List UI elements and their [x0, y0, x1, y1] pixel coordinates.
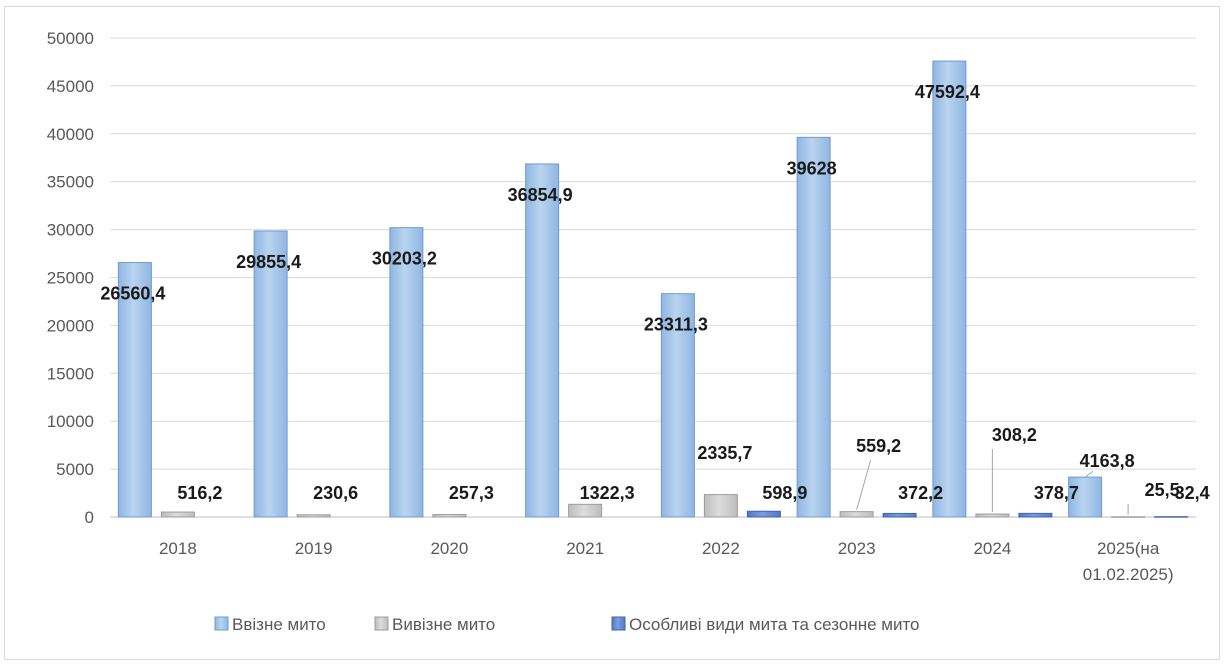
x-tick-label: 01.02.2025) [1083, 565, 1174, 584]
data-label-series-1: 30203,2 [372, 249, 437, 269]
bar-series-2 [839, 511, 874, 518]
x-tick-label: 2022 [702, 539, 740, 558]
bar-series-1 [660, 293, 695, 518]
leader-line [856, 459, 872, 510]
gridlines [110, 37, 1196, 518]
x-tick-label: 2018 [159, 539, 197, 558]
bar-series-1 [932, 60, 967, 518]
y-tick-label: 0 [85, 508, 94, 527]
bar-series-1 [1068, 476, 1103, 518]
legend-label-series-2[interactable]: Вивізне мито [392, 615, 495, 634]
bar-series-3 [1154, 516, 1189, 518]
leader-line [1084, 470, 1094, 478]
bar-series-2 [975, 513, 1010, 518]
legend-label-series-1[interactable]: Ввізне мито [232, 615, 326, 634]
bar-series-2 [296, 514, 331, 518]
data-label-series-1: 26560,4 [100, 284, 165, 304]
bar-series-2 [160, 511, 195, 518]
chart-frame [4, 6, 1220, 660]
y-tick-label: 45000 [47, 77, 94, 96]
x-tick-label: 2020 [430, 539, 468, 558]
bar-series-1 [253, 230, 288, 518]
bar-series-3 [746, 510, 781, 518]
data-label-series-3: 32,4 [1175, 483, 1210, 503]
data-label-series-2: 25,5 [1145, 480, 1180, 500]
data-labels: 26560,4 29855,4 30203,2 36854,9 23311,3 39628… [100, 82, 1209, 503]
legend-label-series-3[interactable]: Особливі види мита та сезонне мито [629, 615, 920, 634]
y-tick-label: 10000 [47, 412, 94, 431]
data-label-series-2: 230,6 [313, 483, 358, 503]
x-tick-label: 2025(на [1097, 539, 1160, 558]
data-label-series-2: 257,3 [449, 483, 494, 503]
x-tick-label: 2019 [295, 539, 333, 558]
data-label-series-1: 4163,8 [1080, 451, 1135, 471]
legend-swatch-series-1[interactable] [214, 616, 229, 631]
data-label-series-3: 378,7 [1034, 483, 1079, 503]
bar-series-3 [1018, 512, 1053, 518]
bar-series-1 [117, 262, 152, 518]
data-label-series-1: 36854,9 [508, 185, 573, 205]
y-tick-label: 15000 [47, 364, 94, 383]
data-label-series-1: 39628 [787, 158, 837, 178]
data-label-series-2: 1322,3 [580, 483, 635, 503]
data-label-series-1: 47592,4 [915, 82, 980, 102]
y-axis-ticks: 0 5000 10000 15000 20000 25000 30000 35000 40000… [47, 29, 94, 527]
x-tick-label: 2024 [973, 539, 1011, 558]
y-tick-label: 50000 [47, 29, 94, 48]
data-label-series-2: 559,2 [856, 436, 901, 456]
y-tick-label: 40000 [47, 125, 94, 144]
bar-series-1 [796, 136, 831, 518]
data-label-series-2: 2335,7 [697, 443, 752, 463]
bar-series-2 [568, 503, 603, 518]
legend-swatch-series-3[interactable] [611, 616, 626, 631]
data-label-series-1: 23311,3 [644, 315, 708, 335]
bar-series-3 [882, 512, 917, 518]
bar-series-2 [1111, 516, 1146, 518]
y-tick-label: 20000 [47, 316, 94, 335]
y-tick-label: 30000 [47, 221, 94, 240]
data-label-series-1: 29855,4 [236, 252, 301, 272]
data-label-series-2: 308,2 [992, 425, 1037, 445]
bars [117, 60, 1189, 518]
y-tick-label: 35000 [47, 173, 94, 192]
bar-series-1 [389, 227, 424, 518]
data-label-series-3: 372,2 [898, 483, 943, 503]
data-label-series-3: 598,9 [762, 483, 807, 503]
bar-series-1 [525, 163, 560, 518]
legend[interactable]: Ввізне мито Вивізне мито Особливі види мит… [214, 615, 920, 634]
legend-swatch-series-2[interactable] [374, 616, 389, 631]
bar-series-2 [432, 514, 467, 518]
data-label-series-2: 516,2 [177, 483, 222, 503]
y-tick-label: 25000 [47, 269, 94, 288]
y-tick-label: 5000 [56, 460, 94, 479]
x-axis-ticks: 2018 2019 2020 2021 2022 2023 2024 2025(на 01.02… [159, 539, 1174, 584]
x-tick-label: 2023 [838, 539, 876, 558]
bar-series-2 [703, 494, 738, 518]
x-tick-label: 2021 [566, 539, 604, 558]
leader-lines [856, 449, 1129, 515]
